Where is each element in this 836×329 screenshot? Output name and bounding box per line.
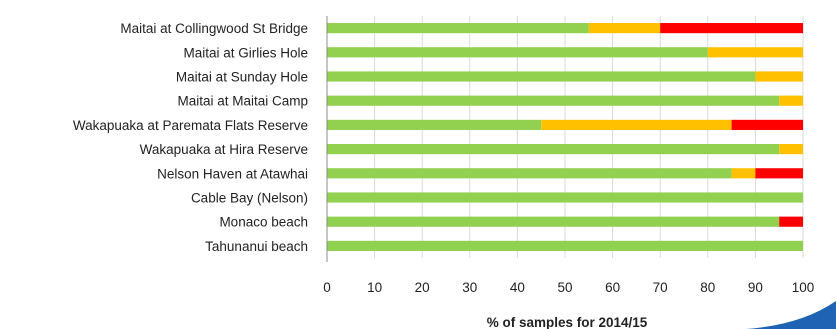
category-label: Monaco beach bbox=[219, 215, 308, 230]
bar-segment bbox=[327, 47, 708, 58]
category-labels: Maitai at Collingwood St Bridge Maitai at… bbox=[73, 21, 308, 254]
category-label: Wakapuaka at Paremata Flats Reserve bbox=[73, 118, 308, 133]
category-label: Cable Bay (Nelson) bbox=[191, 191, 308, 206]
bar-segment bbox=[779, 216, 803, 227]
category-label: Nelson Haven at Atawhai bbox=[157, 166, 308, 181]
bar-segment bbox=[755, 71, 803, 82]
corner-swoosh-decoration bbox=[746, 301, 836, 329]
bar-segment bbox=[327, 144, 780, 155]
bar-segment bbox=[327, 168, 732, 179]
x-tick-label: 50 bbox=[557, 280, 572, 295]
x-tick-label: 30 bbox=[462, 280, 477, 295]
x-axis-title: % of samples for 2014/15 bbox=[487, 315, 648, 329]
x-tick-label: 40 bbox=[510, 280, 525, 295]
bar-segment bbox=[660, 23, 803, 34]
x-tick-label: 80 bbox=[700, 280, 715, 295]
bar-segment bbox=[327, 95, 780, 106]
x-tick-label: 70 bbox=[653, 280, 668, 295]
bars bbox=[327, 23, 803, 251]
bar-segment bbox=[327, 71, 756, 82]
x-tick-label: 60 bbox=[605, 280, 620, 295]
category-label: Maitai at Maitai Camp bbox=[177, 94, 308, 109]
bar-segment bbox=[327, 240, 803, 251]
category-label: Maitai at Sunday Hole bbox=[176, 70, 308, 85]
bar-segment bbox=[779, 95, 803, 106]
bar-segment bbox=[707, 47, 803, 58]
category-label: Wakapuaka at Hira Reserve bbox=[140, 142, 308, 157]
bar-segment bbox=[541, 119, 732, 130]
bar-segment bbox=[327, 119, 542, 130]
category-label: Maitai at Girlies Hole bbox=[183, 45, 308, 60]
category-label: Maitai at Collingwood St Bridge bbox=[120, 21, 308, 36]
x-tick-label: 10 bbox=[367, 280, 382, 295]
x-tick-label: 90 bbox=[748, 280, 763, 295]
bar-segment bbox=[327, 216, 780, 227]
x-tick-label: 20 bbox=[415, 280, 430, 295]
bar-segment bbox=[779, 144, 803, 155]
x-tick-label: 0 bbox=[323, 280, 331, 295]
x-tick-labels: 0 10 20 30 40 50 60 70 80 90 100 bbox=[323, 280, 814, 295]
category-label: Tahunanui beach bbox=[205, 239, 308, 254]
bar-segment bbox=[327, 192, 803, 203]
bar-segment bbox=[731, 119, 803, 130]
bar-segment bbox=[327, 23, 589, 34]
x-tick-label: 100 bbox=[792, 280, 815, 295]
bar-segment bbox=[731, 168, 756, 179]
bar-segment bbox=[588, 23, 661, 34]
bar-segment bbox=[755, 168, 803, 179]
